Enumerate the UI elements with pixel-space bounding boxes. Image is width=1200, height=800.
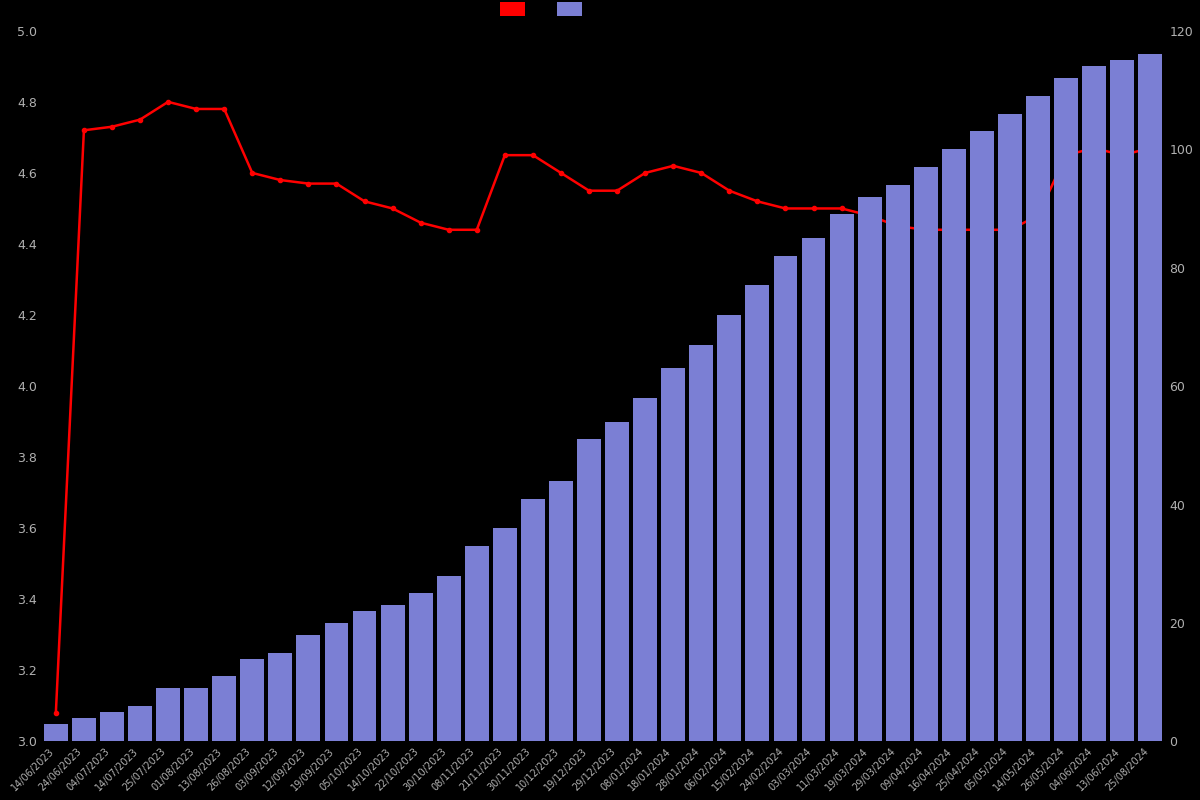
Bar [942,150,966,742]
Bar [718,315,742,742]
Bar [128,706,152,742]
Bar [185,688,208,742]
Bar [605,422,629,742]
Bar [353,611,377,742]
Bar [493,528,517,742]
Bar [970,131,994,742]
Bar [774,256,797,742]
Bar [1082,66,1106,742]
Bar [661,368,685,742]
Bar [577,439,601,742]
Bar [1139,54,1163,742]
Bar [1110,61,1134,742]
Bar [858,197,882,742]
Bar [240,658,264,742]
Bar [802,238,826,742]
Bar [464,546,488,742]
Bar [634,398,658,742]
Bar [156,688,180,742]
Bar [745,286,769,742]
Bar [409,594,432,742]
Bar [380,606,404,742]
Bar [324,623,348,742]
Bar [269,653,293,742]
Bar [1054,78,1078,742]
Bar [212,676,236,742]
Bar [689,345,713,742]
Bar [521,498,545,742]
Bar [44,724,67,742]
Legend: , : , [500,2,594,17]
Bar [914,167,937,742]
Bar [100,712,124,742]
Bar [1026,96,1050,742]
Bar [72,718,96,742]
Bar [998,114,1022,742]
Bar [886,185,910,742]
Bar [829,214,853,742]
Bar [550,481,572,742]
Bar [437,576,461,742]
Bar [296,635,320,742]
